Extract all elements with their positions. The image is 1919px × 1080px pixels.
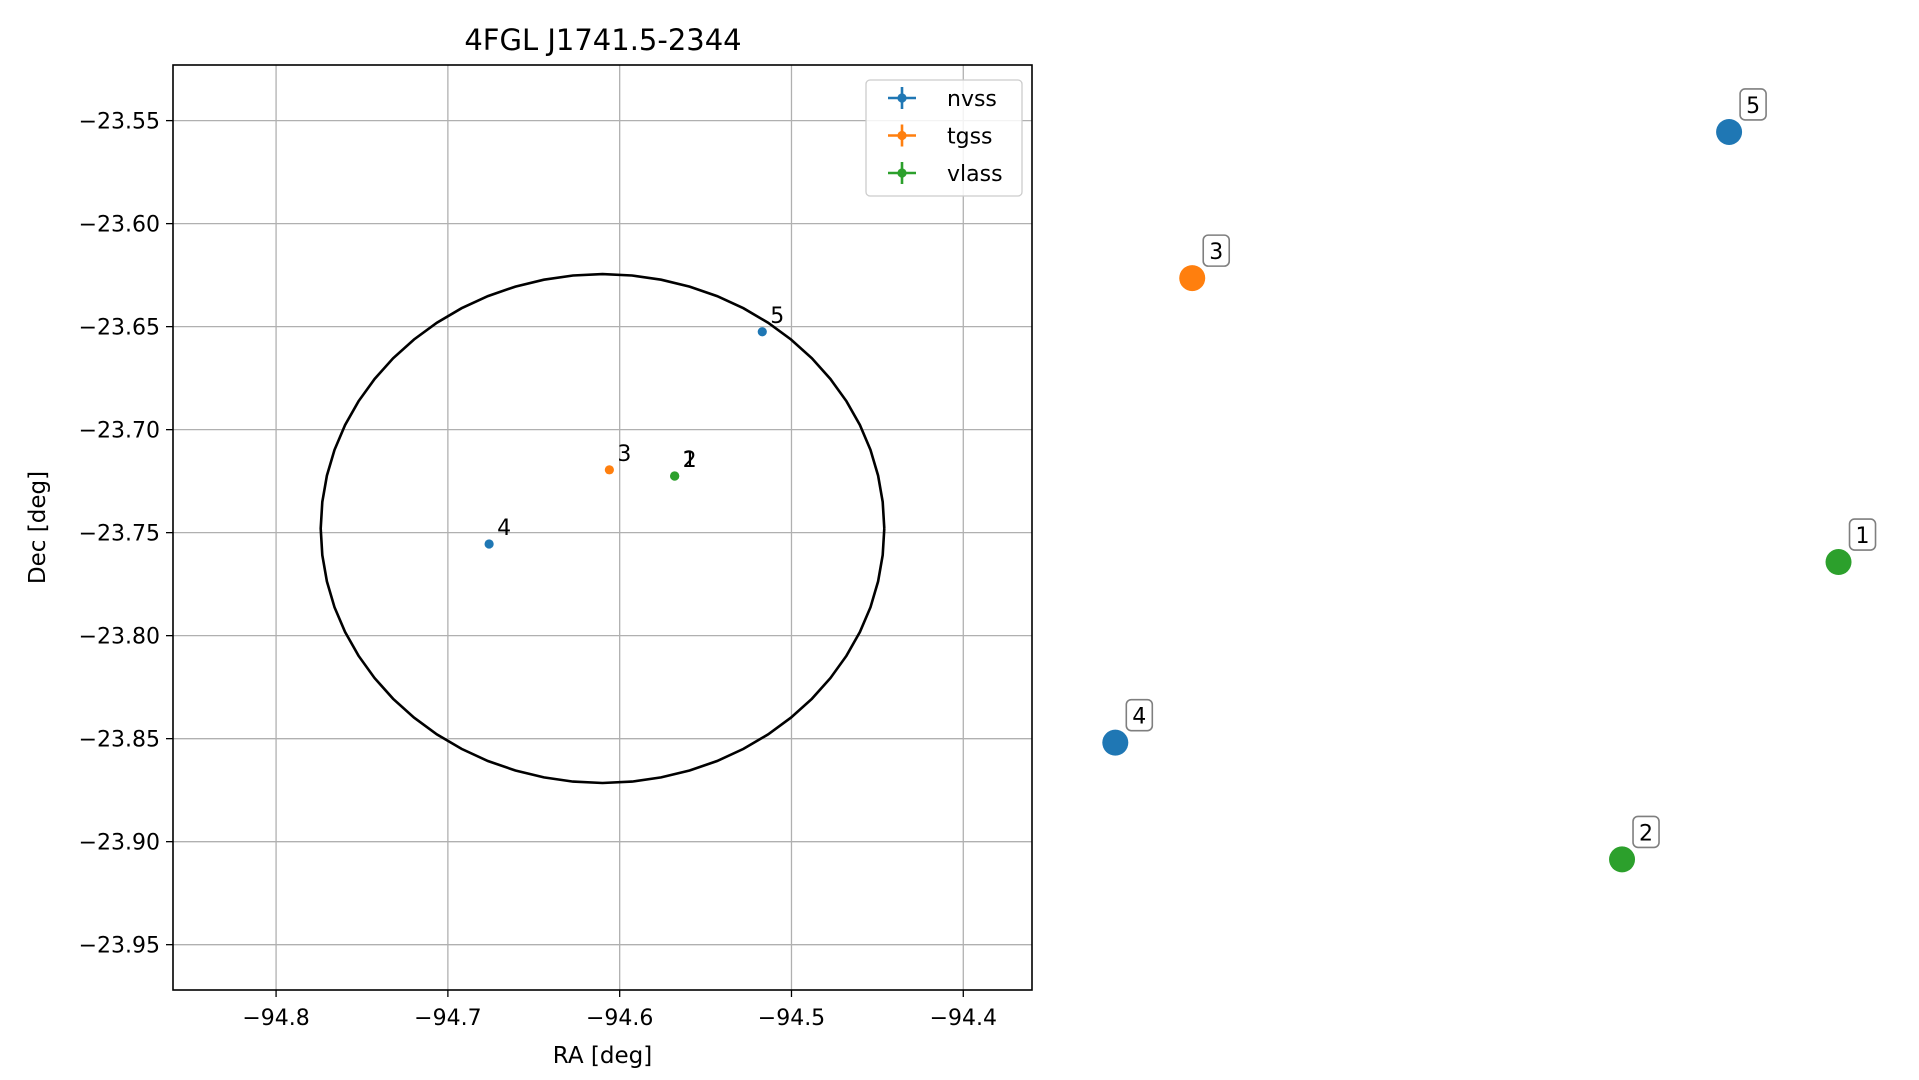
index-marker-4 <box>1102 729 1129 756</box>
sky-position-chart: 4FGL J1741.5-2344 453 12 −94.8 −94.7 −94.6−… <box>25 23 1033 1069</box>
grid-lines <box>173 65 1032 990</box>
index-label-2: 2 <box>1639 821 1653 846</box>
vlass-point-2 <box>670 471 680 481</box>
legend-label-nvss: nvss <box>947 87 997 112</box>
x-tick-label: −94.6 <box>586 1006 653 1031</box>
y-tick-label: −23.75 <box>79 522 160 547</box>
index-marker-3 <box>1179 265 1206 292</box>
error-ellipse <box>319 272 886 785</box>
index-label-4: 4 <box>1132 705 1146 730</box>
point-label-5: 5 <box>770 304 784 329</box>
point-label-3: 3 <box>617 442 631 467</box>
vlass-legend-marker <box>897 168 907 178</box>
legend-label-vlass: vlass <box>947 162 1003 187</box>
tgss-legend-marker <box>897 130 907 141</box>
x-tick-label: −94.4 <box>930 1006 997 1031</box>
point-label-1: 1 <box>683 448 697 473</box>
chart-title: 4FGL J1741.5-2344 <box>464 23 741 57</box>
x-tick-label: −94.8 <box>242 1006 309 1031</box>
index-marker-1 <box>1825 549 1852 576</box>
point-label-2: 2 <box>683 448 697 473</box>
index-marker-2 <box>1609 846 1636 873</box>
index-label-3: 3 <box>1209 240 1223 265</box>
y-tick-label: −23.95 <box>79 934 160 959</box>
y-tick-label: −23.80 <box>79 625 160 650</box>
index-label-box-2 <box>1632 815 1660 849</box>
point-label-4: 4 <box>497 516 511 541</box>
legend-box <box>865 79 1023 197</box>
x-tick-label: −94.5 <box>758 1006 825 1031</box>
y-axis-ticks: −23.55 −23.60 −23.65 −23.70 −23.75 −23.80 −23.… <box>79 110 173 959</box>
index-label-box-5 <box>1739 88 1767 121</box>
index-label-box-4 <box>1125 698 1154 732</box>
source-points-layer: 4 5 3 12 <box>484 304 784 549</box>
y-tick-label: −23.90 <box>79 831 160 856</box>
x-axis-ticks: −94.8 −94.7 −94.6 −94.5 −94.4 <box>242 990 997 1031</box>
error-ellipse-layer <box>319 272 886 785</box>
source-index-panel: 5 3 1 4 2 <box>1102 88 1877 873</box>
y-tick-label: −23.55 <box>79 110 160 135</box>
tgss-point-3 <box>604 465 614 475</box>
nvss-legend-marker <box>897 93 907 103</box>
index-marker-5 <box>1716 118 1743 145</box>
index-label-box-3 <box>1202 234 1231 267</box>
y-tick-label: −23.85 <box>79 728 160 753</box>
axes-frame <box>172 64 1033 991</box>
index-label-5: 5 <box>1746 94 1760 119</box>
x-tick-label: −94.7 <box>414 1006 481 1031</box>
legend-label-tgss: tgss <box>947 125 993 150</box>
y-tick-label: −23.65 <box>79 316 160 341</box>
y-tick-label: −23.70 <box>79 419 160 444</box>
x-axis-label: RA [deg] <box>553 1043 652 1069</box>
y-axis-label: Dec [deg] <box>25 471 51 584</box>
index-label-box-1 <box>1848 518 1877 551</box>
legend: nvss tgss vlass <box>865 79 1023 197</box>
index-label-1: 1 <box>1856 524 1870 549</box>
nvss-point-5 <box>757 327 767 337</box>
nvss-point-4 <box>484 539 494 549</box>
y-tick-label: −23.60 <box>79 213 160 238</box>
